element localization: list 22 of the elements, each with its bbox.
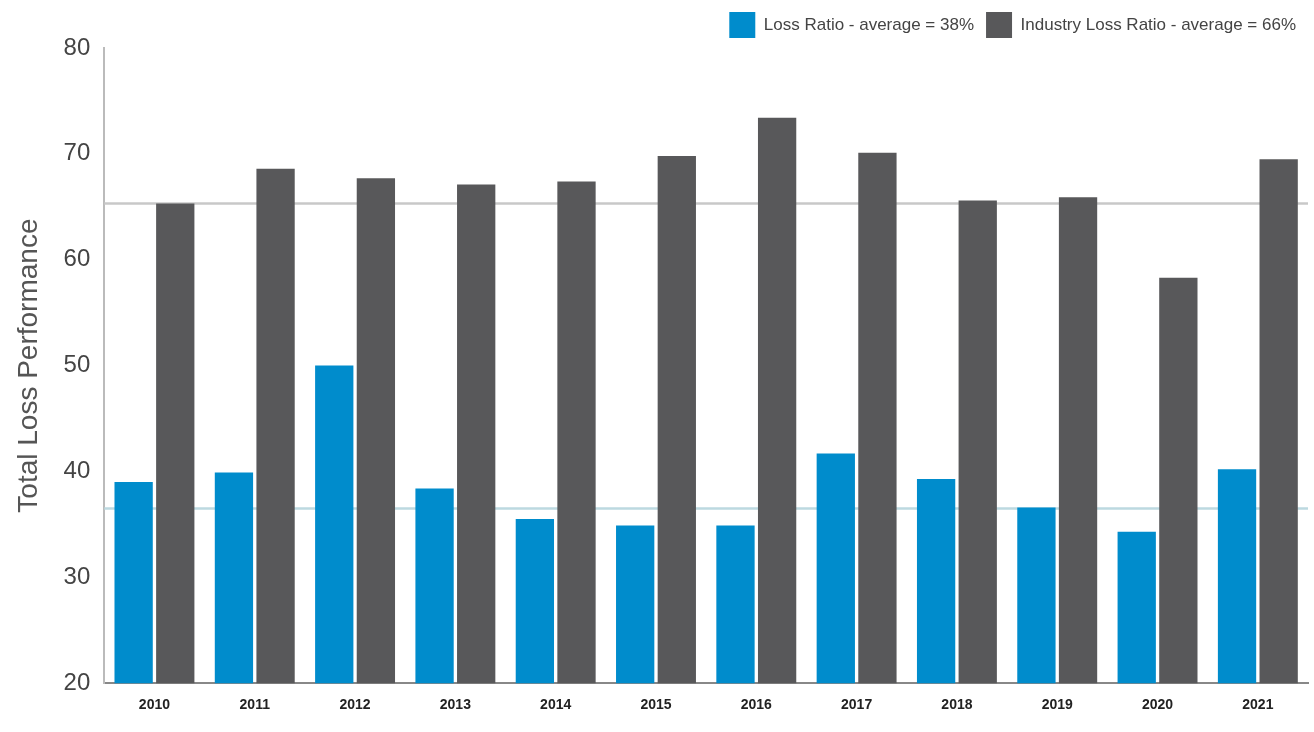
y-tick-label: 50 <box>63 350 91 378</box>
y-tick-label: 80 <box>63 32 91 60</box>
x-tick-label: 2019 <box>1041 696 1074 713</box>
y-tick-label: 30 <box>63 561 91 589</box>
y-tick-label: 40 <box>63 456 91 484</box>
x-tick-label: 2018 <box>941 696 973 713</box>
y-tick-label: 60 <box>63 244 91 272</box>
y-tick-label: 70 <box>63 138 91 166</box>
y-axis-title: Total Loss Performance <box>11 218 43 513</box>
x-tick-label: 2014 <box>540 696 572 713</box>
x-tick-label: 2012 <box>339 696 371 713</box>
x-tick-label: 2020 <box>1141 696 1174 713</box>
x-tick-label: 2010 <box>138 696 171 713</box>
x-tick-label: 2015 <box>640 696 672 713</box>
legend-label: Loss Ratio - average = 38% <box>763 14 975 34</box>
x-tick-label: 2011 <box>239 696 271 713</box>
x-tick-label: 2016 <box>740 696 773 713</box>
x-tick-label: 2013 <box>439 696 472 713</box>
x-tick-label: 2021 <box>1242 696 1274 713</box>
y-tick-label: 20 <box>63 667 91 695</box>
legend-label: Industry Loss Ratio - average = 66% <box>1020 14 1296 34</box>
x-tick-label: 2017 <box>841 696 873 713</box>
